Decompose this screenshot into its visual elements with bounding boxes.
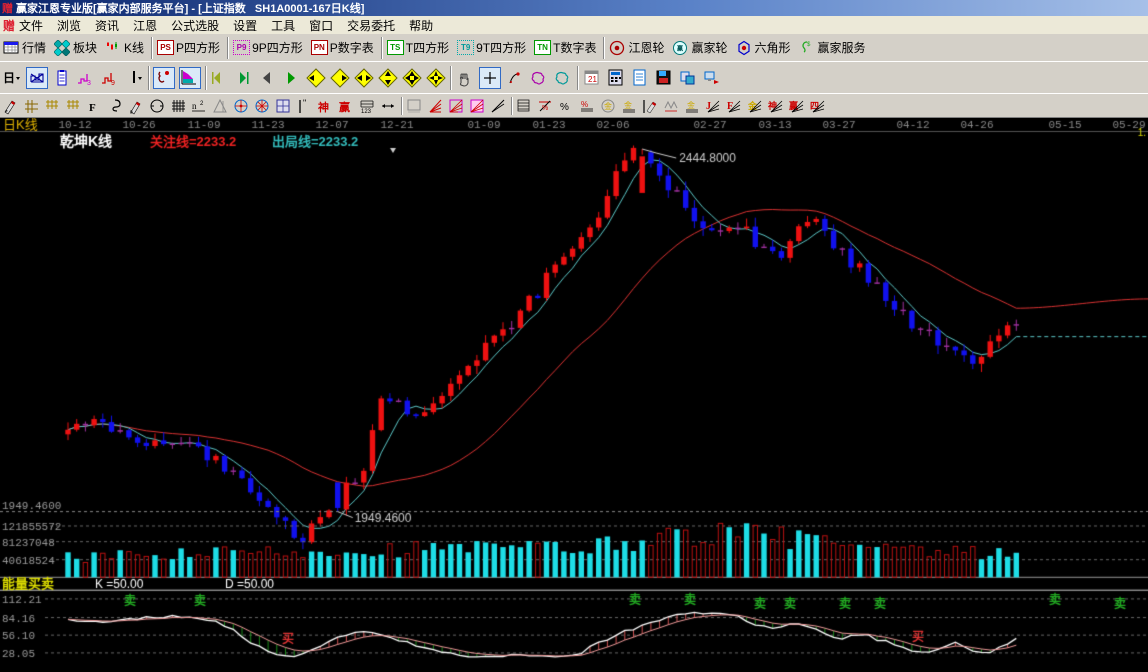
svg-text:神: 神 [318,100,329,114]
svg-text:%: % [581,100,588,109]
svg-text:%: % [542,105,548,112]
svg-text:3: 3 [87,80,91,87]
svg-text:F: F [89,102,96,114]
svg-text:$: $ [807,42,811,48]
svg-text:金: 金 [604,101,612,111]
svg-text:123: 123 [361,109,372,115]
svg-text:金: 金 [687,100,695,110]
svg-text:": " [303,98,306,108]
svg-text:日: 日 [3,71,15,85]
svg-text:9: 9 [111,80,115,87]
svg-text:%: % [560,102,569,113]
svg-text:赢: 赢 [677,44,683,52]
svg-text:n: n [192,101,197,111]
svg-text:2: 2 [200,101,204,107]
svg-text:赢: 赢 [339,100,350,114]
svg-text:21: 21 [588,75,597,84]
svg-text:金: 金 [624,100,632,110]
